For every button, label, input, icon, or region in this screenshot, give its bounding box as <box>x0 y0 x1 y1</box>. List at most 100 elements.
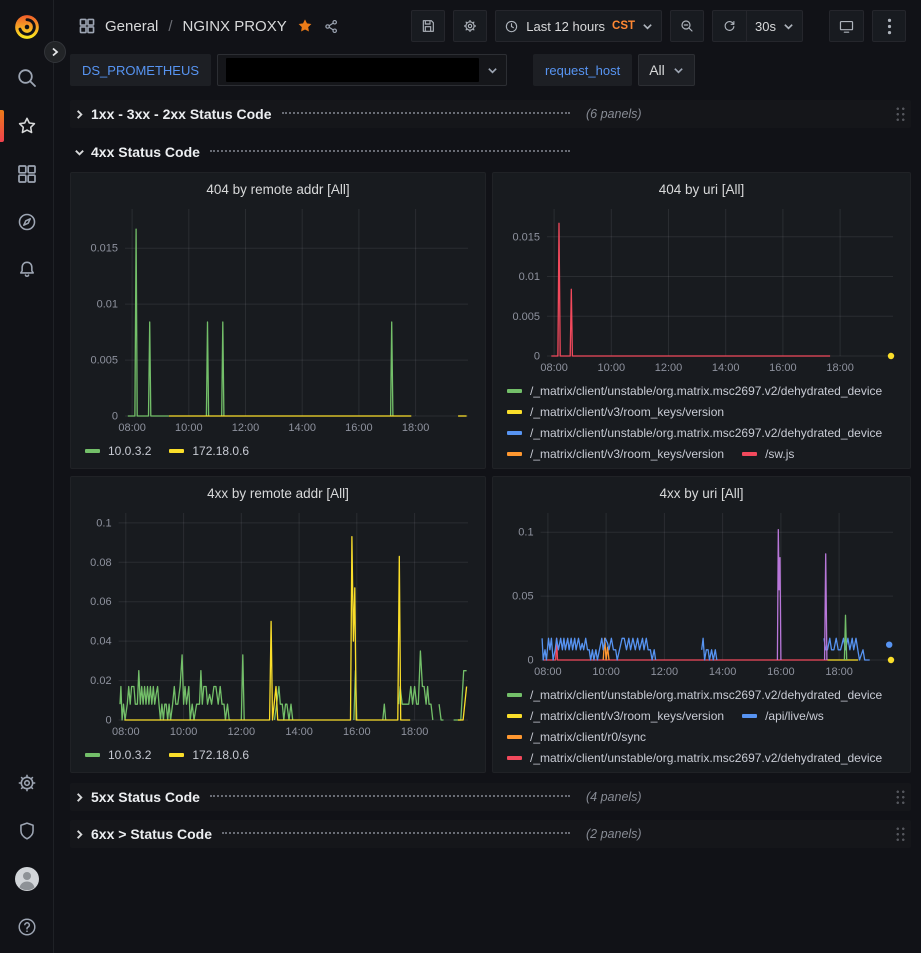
legend-item[interactable]: /api/live/ws <box>742 705 824 726</box>
legend-item[interactable]: 10.0.3.2 <box>85 440 151 461</box>
breadcrumb-section[interactable]: General <box>105 17 159 35</box>
legend-label: /sw.js <box>765 446 795 461</box>
time-range-picker[interactable]: Last 12 hours CST <box>495 10 663 42</box>
sidebar-item-configuration[interactable] <box>0 759 54 807</box>
row-dotted-leader <box>209 150 570 152</box>
legend-item[interactable]: /_matrix/client/unstable/org.matrix.msc2… <box>507 747 882 766</box>
legend-item[interactable]: /_matrix/client/unstable/org.matrix.msc2… <box>507 684 882 705</box>
panel-4xx-by-remote-addr: 4xx by remote addr [All] 0 0.02 0.04 0.06 0.… <box>70 476 486 773</box>
row-title: 6xx > Status Code <box>91 826 212 842</box>
svg-text:0: 0 <box>527 655 533 667</box>
timeseries-chart[interactable]: 0 0.05 0.1 08:00 10:00 12:00 14:00 16:00 18:00 <box>501 505 902 680</box>
legend-label: 172.18.0.6 <box>192 747 250 762</box>
chevron-right-icon <box>74 792 85 803</box>
row-drag-handle[interactable] <box>894 824 905 844</box>
svg-text:0.01: 0.01 <box>97 299 118 311</box>
share-icon[interactable] <box>323 18 340 35</box>
legend-item[interactable]: /_matrix/client/v3/room_keys/version <box>507 443 724 462</box>
svg-text:16:00: 16:00 <box>343 726 371 738</box>
svg-text:08:00: 08:00 <box>118 422 146 434</box>
sidebar-bottom-group <box>0 759 54 953</box>
sidebar-item-help[interactable] <box>0 903 54 951</box>
datasource-variable-select[interactable] <box>217 54 508 86</box>
datasource-value-redacted <box>226 58 480 82</box>
panel-title[interactable]: 4xx by uri [All] <box>659 485 744 501</box>
row-1xx-3xx-2xx-status-code[interactable]: 1xx - 3xx - 2xx Status Code (6 panels) <box>70 100 911 128</box>
zoom-out-time-button[interactable] <box>670 10 705 42</box>
favorite-star-icon[interactable] <box>296 17 314 35</box>
save-dashboard-button[interactable] <box>411 10 446 42</box>
avatar <box>14 867 39 891</box>
cycle-view-mode-button[interactable] <box>829 10 864 42</box>
legend-item[interactable]: 172.18.0.6 <box>169 744 249 765</box>
sidebar-item-dashboards[interactable] <box>0 150 54 198</box>
chevron-right-icon <box>74 829 85 840</box>
sidebar-expand-button[interactable] <box>44 41 66 63</box>
row-drag-handle[interactable] <box>894 104 905 124</box>
grafana-logo[interactable] <box>0 0 54 54</box>
panel-title[interactable]: 404 by uri [All] <box>658 181 745 197</box>
legend-item[interactable]: /_matrix/client/unstable/org.matrix.msc2… <box>507 422 882 443</box>
sidebar-item-starred[interactable] <box>0 102 54 150</box>
request-host-variable-select[interactable]: All <box>638 54 695 86</box>
dashboards-grid-icon <box>17 165 36 183</box>
legend-item[interactable]: 172.18.0.6 <box>169 440 249 461</box>
legend-swatch <box>85 448 100 453</box>
svg-text:10:00: 10:00 <box>592 666 620 678</box>
row-4xx-status-code[interactable]: 4xx Status Code <box>70 138 911 166</box>
svg-text:16:00: 16:00 <box>767 666 795 678</box>
datasource-variable-label[interactable]: DS_PROMETHEUS <box>70 54 212 86</box>
legend-label: /_matrix/client/unstable/org.matrix.msc2… <box>530 425 883 440</box>
sidebar-item-explore[interactable] <box>0 198 54 246</box>
dashboard-title[interactable]: NGINX PROXY <box>182 17 287 35</box>
legend-item[interactable]: /_matrix/client/unstable/org.matrix.msc2… <box>507 380 882 401</box>
row-drag-handle[interactable] <box>894 787 905 807</box>
chevron-down-icon <box>784 23 793 30</box>
legend-item[interactable]: /_matrix/client/r0/sync <box>507 726 646 747</box>
sidebar-item-server-admin[interactable] <box>0 807 54 855</box>
legend-swatch <box>742 713 758 718</box>
refresh-dashboard-button[interactable] <box>712 10 747 42</box>
legend-swatch <box>169 752 185 757</box>
svg-text:0.1: 0.1 <box>96 517 111 529</box>
legend-item[interactable]: /_matrix/client/v3/room_keys/version <box>507 401 724 422</box>
sidebar-item-search[interactable] <box>0 54 54 102</box>
sidebar-item-alerting[interactable] <box>0 246 54 294</box>
legend-label: 172.18.0.6 <box>192 443 250 458</box>
legend-label: /api/live/ws <box>765 708 824 723</box>
legend-swatch <box>507 755 522 760</box>
refresh-interval-picker[interactable]: 30s <box>746 10 803 42</box>
dashboard-settings-button[interactable] <box>453 10 488 42</box>
row-6xx-status-code[interactable]: 6xx > Status Code (2 panels) <box>70 820 911 848</box>
more-options-button[interactable] <box>872 10 906 42</box>
panel-legend: 10.0.3.2 172.18.0.6 <box>79 436 477 462</box>
svg-text:08:00: 08:00 <box>112 726 140 738</box>
gear-icon <box>464 20 477 32</box>
row-panel-count: (6 panels) <box>586 107 642 121</box>
svg-text:0.005: 0.005 <box>512 311 540 323</box>
panel-grid: 404 by remote addr [All] 0 0.005 0.01 0.015… <box>70 172 911 773</box>
chevron-down-icon <box>487 65 498 76</box>
legend-item[interactable]: /sw.js <box>742 443 794 462</box>
save-icon <box>423 20 435 32</box>
gear-icon <box>18 774 35 792</box>
active-section-indicator <box>0 110 4 142</box>
timeseries-chart[interactable]: 0 0.02 0.04 0.06 0.08 0.1 08:00 10:00 12:00 14:00… <box>79 505 477 740</box>
panel-title[interactable]: 404 by remote addr [All] <box>206 181 350 197</box>
legend-swatch <box>742 451 758 456</box>
timeseries-chart[interactable]: 0 0.005 0.01 0.015 08:00 10:00 12:00 14:00 16:00… <box>501 201 902 376</box>
request-host-value: All <box>649 62 665 78</box>
timeseries-chart[interactable]: 0 0.005 0.01 0.015 08:00 10:00 12:00 14:00 16:00… <box>79 201 477 436</box>
refresh-icon <box>724 20 735 31</box>
legend-item[interactable]: 10.0.3.2 <box>85 744 151 765</box>
row-title: 5xx Status Code <box>91 789 200 805</box>
row-5xx-status-code[interactable]: 5xx Status Code (4 panels) <box>70 783 911 811</box>
svg-text:0.05: 0.05 <box>512 591 533 603</box>
svg-text:0.005: 0.005 <box>90 355 118 367</box>
panel-title[interactable]: 4xx by remote addr [All] <box>207 485 349 501</box>
svg-text:16:00: 16:00 <box>769 362 797 374</box>
legend-item[interactable]: /_matrix/client/v3/room_keys/version <box>507 705 724 726</box>
request-host-variable-label[interactable]: request_host <box>533 54 633 86</box>
sidebar-item-profile[interactable] <box>0 855 54 903</box>
svg-text:10:00: 10:00 <box>170 726 198 738</box>
